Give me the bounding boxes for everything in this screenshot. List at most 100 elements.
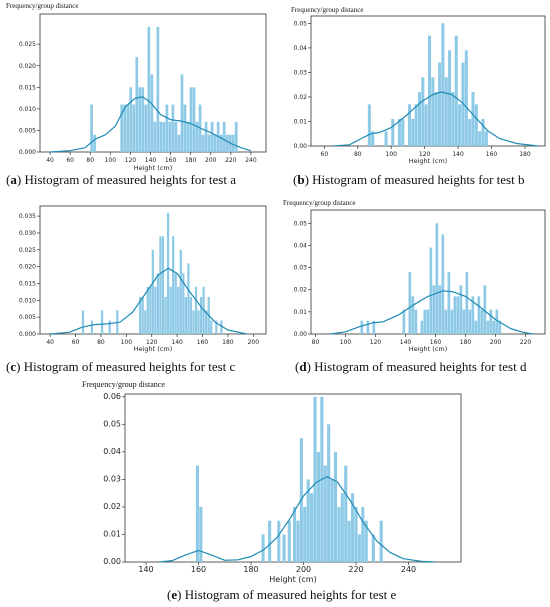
histogram-bar xyxy=(168,121,172,152)
histogram-bar xyxy=(429,247,433,334)
histogram-bar xyxy=(414,309,418,334)
x-tick-label: 180 xyxy=(222,339,234,346)
chart-panel-e: 140 160 180 200 220 240 0.00 0.01 0.02 0.03 0.04 0.… xyxy=(75,378,475,607)
histogram-bar xyxy=(141,296,144,334)
histogram-bar xyxy=(480,309,484,334)
y-tick-label: 0.04 xyxy=(294,242,308,249)
histogram-bar xyxy=(138,87,142,152)
histogram-bar xyxy=(154,286,157,334)
histogram-bar xyxy=(340,493,344,562)
histogram-bar xyxy=(90,104,93,152)
x-tick-label: 100 xyxy=(121,339,133,346)
histogram-bar xyxy=(421,77,425,146)
x-tick-label: 80 xyxy=(97,339,105,346)
x-tick-label: 160 xyxy=(430,339,442,346)
y-tick-label: 0.005 xyxy=(19,314,36,321)
histogram-bar xyxy=(486,320,490,334)
x-tick-label: 160 xyxy=(191,565,206,574)
histogram-bar xyxy=(141,87,145,152)
histogram-bar xyxy=(454,35,458,146)
histogram-bar xyxy=(282,534,286,562)
histogram-bar xyxy=(471,92,475,146)
histogram-bar xyxy=(207,134,211,152)
x-tick-label: 180 xyxy=(519,151,531,158)
caption-a: (a) Histogram of measured heights for te… xyxy=(6,172,236,187)
histogram-bar xyxy=(197,310,200,334)
histogram-bar xyxy=(441,234,445,334)
x-tick-label: 200 xyxy=(205,157,217,164)
x-tick-label: 160 xyxy=(486,151,498,158)
histogram-bar xyxy=(458,104,462,146)
histogram-bar xyxy=(456,296,460,334)
histogram-bar xyxy=(261,534,265,562)
histogram-bar xyxy=(162,121,166,152)
x-tick-label: 140 xyxy=(138,565,153,574)
histogram-bar xyxy=(484,131,488,146)
histogram-bar xyxy=(161,236,165,334)
x-tick-label: 120 xyxy=(370,339,382,346)
histogram-bar xyxy=(407,104,411,146)
histogram-bar xyxy=(477,296,481,334)
x-tick-label: 60 xyxy=(321,151,329,158)
y-tick-label: 0.000 xyxy=(19,149,36,156)
x-tick-label: 240 xyxy=(401,565,416,574)
x-tick-label: 220 xyxy=(225,157,237,164)
histogram-bar xyxy=(296,520,300,562)
histogram-bar xyxy=(438,62,442,146)
histogram-bar xyxy=(219,134,223,152)
histogram-bar xyxy=(123,104,127,152)
x-tick-label: 140 xyxy=(400,339,412,346)
y-tick-label: 0.05 xyxy=(103,419,121,428)
histogram-bar xyxy=(183,104,187,152)
histogram-bar xyxy=(438,285,442,334)
histogram-bar xyxy=(474,320,478,334)
y-tick-label: 0.010 xyxy=(19,297,36,304)
x-tick-label: 120 xyxy=(125,157,137,164)
density-curve xyxy=(159,475,435,563)
y-tick-label: 0.030 xyxy=(19,230,36,237)
x-tick-label: 100 xyxy=(340,339,352,346)
y-axis-label: Frequency/group distance xyxy=(6,2,79,10)
caption-c: (c) Histogram of measured heights for te… xyxy=(6,359,236,374)
y-tick-label: 0.04 xyxy=(294,45,308,52)
histogram-bar xyxy=(450,309,454,334)
caption-d: (d) Histogram of measured heights for te… xyxy=(295,359,527,374)
caption-letter: a xyxy=(10,172,17,187)
caption-letter: c xyxy=(10,359,17,374)
histogram-bar xyxy=(186,121,190,152)
histogram-bar xyxy=(184,296,187,334)
histogram-bar xyxy=(132,104,136,152)
histogram-bar xyxy=(371,131,375,146)
histogram-bar xyxy=(465,272,469,334)
histogram-bar xyxy=(156,273,160,334)
y-tick-label: 0.01 xyxy=(294,118,308,125)
histogram-bar xyxy=(81,310,85,334)
histogram-bar xyxy=(159,121,163,152)
histogram-bar xyxy=(150,74,154,152)
histogram-bar xyxy=(187,263,190,334)
x-axis-label: Height (cm) xyxy=(269,575,316,584)
histogram-bar xyxy=(174,273,177,334)
histogram-bar xyxy=(333,451,338,562)
histogram-bar xyxy=(287,520,291,562)
x-tick-label: 60 xyxy=(66,157,74,164)
y-tick-label: 0.025 xyxy=(19,247,36,254)
histogram-bar xyxy=(194,286,198,334)
histogram-bar xyxy=(234,121,238,152)
histogram-bar xyxy=(391,119,395,146)
histogram-a: 40 60 80 100 120 140 160 180 200 220 240 0.000 0.005… xyxy=(6,2,267,172)
y-tick-label: 0.035 xyxy=(19,213,36,220)
x-tick-label: 160 xyxy=(197,339,209,346)
histogram-bar xyxy=(129,87,133,152)
histogram-bar xyxy=(426,309,430,334)
caption-letter: e xyxy=(171,587,178,602)
y-tick-label: 0.015 xyxy=(19,84,36,91)
histogram-bar xyxy=(361,506,365,562)
histogram-bar xyxy=(432,285,436,334)
chart-panel-b: 60 80 100 120 140 160 180 0.00 0.01 0.02 0.03 0.04 0… xyxy=(275,0,550,200)
x-axis-label: Height (cm) xyxy=(409,157,448,165)
histogram-bar xyxy=(435,223,439,334)
caption-text: Histogram of measured heights for test a xyxy=(24,172,236,187)
histogram-bar xyxy=(201,134,205,152)
x-tick-label: 80 xyxy=(312,339,320,346)
